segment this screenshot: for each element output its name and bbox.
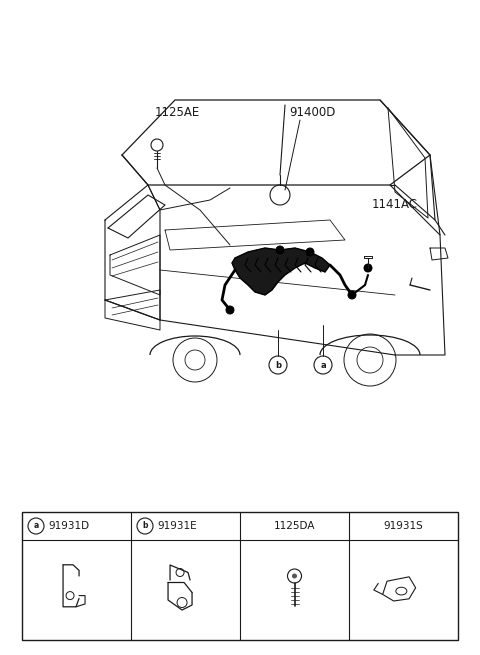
- Circle shape: [276, 246, 284, 254]
- Text: b: b: [142, 521, 148, 531]
- Circle shape: [364, 264, 372, 272]
- Text: b: b: [275, 360, 281, 369]
- Circle shape: [292, 574, 297, 578]
- Circle shape: [306, 248, 314, 256]
- Text: a: a: [34, 521, 38, 531]
- Polygon shape: [232, 248, 330, 295]
- Text: 1141AC: 1141AC: [372, 198, 418, 212]
- Text: 1125AE: 1125AE: [155, 105, 200, 119]
- Text: 91931S: 91931S: [384, 521, 423, 531]
- Circle shape: [226, 306, 234, 314]
- Text: 91400D: 91400D: [289, 105, 336, 119]
- Circle shape: [348, 291, 356, 299]
- Text: a: a: [320, 360, 326, 369]
- Text: 91931E: 91931E: [157, 521, 197, 531]
- Text: 1125DA: 1125DA: [274, 521, 315, 531]
- Text: 91931D: 91931D: [48, 521, 89, 531]
- Bar: [22, 512, 458, 640]
